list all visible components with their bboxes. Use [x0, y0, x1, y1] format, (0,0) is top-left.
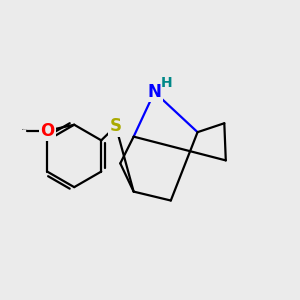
Text: methoxy: methoxy	[22, 129, 28, 130]
Text: N: N	[148, 83, 161, 101]
Text: S: S	[110, 117, 122, 135]
Text: O: O	[40, 122, 55, 140]
Text: H: H	[160, 76, 172, 90]
